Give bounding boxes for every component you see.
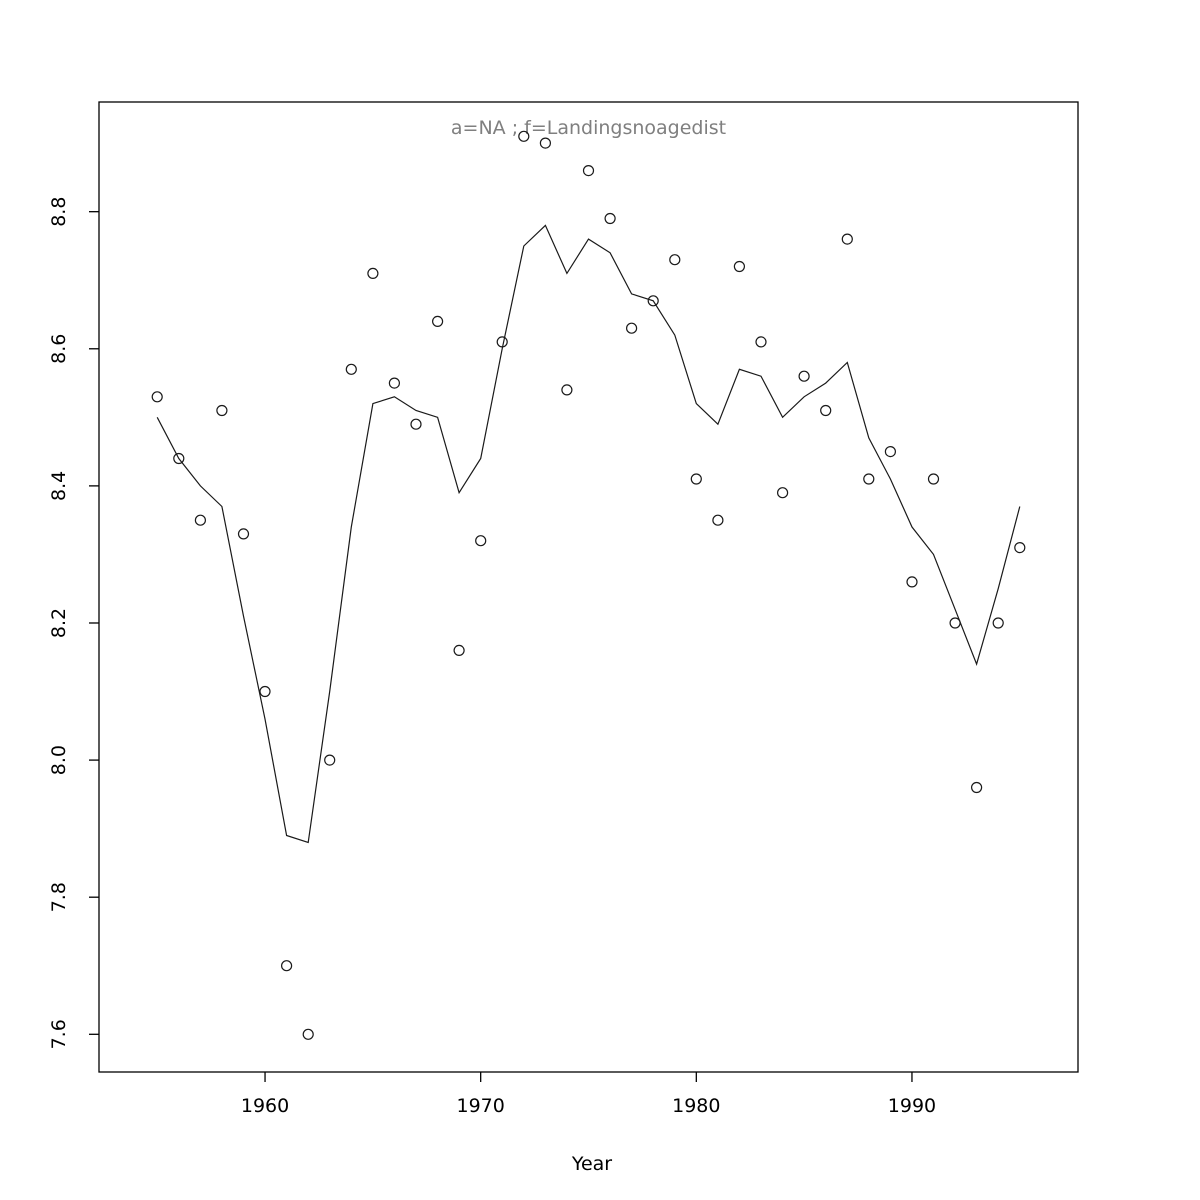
data-layer [151, 130, 1026, 1040]
data-point [367, 267, 379, 279]
data-point [151, 391, 163, 403]
data-point [733, 260, 746, 273]
data-point [475, 535, 487, 547]
plot-title: a=NA ; f=Landingsnoagedist [451, 117, 726, 139]
data-point [194, 514, 206, 526]
data-point [410, 418, 422, 430]
x-axis-label: Year [571, 1153, 612, 1175]
data-point [561, 384, 573, 396]
data-point [970, 781, 983, 794]
y-tick-label: 8.0 [48, 745, 70, 775]
axes-layer: 1960 1970 1980 1990 7.6 7.8 8.0 8.2 8.4 8.6 8.8 [48, 101, 1079, 1117]
data-point [906, 576, 918, 588]
data-point [712, 514, 724, 526]
data-point [259, 685, 271, 698]
y-tick-label: 8.4 [48, 471, 70, 501]
x-tick-label: 1990 [888, 1095, 936, 1117]
data-point [432, 315, 444, 327]
data-point [992, 617, 1004, 629]
y-tick-label: 8.2 [48, 608, 70, 638]
data-point [841, 233, 853, 245]
data-point [755, 336, 767, 348]
data-point [237, 528, 250, 540]
y-tick-label: 8.8 [48, 197, 70, 227]
data-point [604, 212, 616, 225]
data-point [582, 165, 595, 177]
data-point [669, 254, 681, 266]
data-point [927, 473, 940, 485]
data-point [496, 336, 508, 348]
x-tick-label: 1980 [672, 1095, 720, 1117]
fitted-line [156, 224, 1021, 844]
x-tick-label: 1970 [457, 1095, 505, 1117]
data-point [820, 404, 832, 417]
data-point [1014, 541, 1026, 554]
data-point [324, 754, 336, 766]
data-point [345, 363, 357, 375]
data-point [798, 370, 810, 382]
data-point [173, 452, 185, 465]
data-point [647, 295, 659, 307]
data-point [518, 130, 530, 142]
data-point [216, 404, 228, 417]
y-tick-label: 8.6 [48, 334, 70, 364]
y-tick-label: 7.8 [48, 882, 70, 912]
data-point [453, 644, 465, 657]
data-point [539, 137, 552, 149]
x-tick-label: 1960 [241, 1095, 289, 1117]
data-point [388, 377, 400, 389]
data-point [884, 446, 897, 458]
data-point [281, 960, 293, 972]
data-point [302, 1028, 314, 1040]
data-point [776, 487, 789, 499]
data-point [863, 473, 875, 485]
y-tick-label: 7.6 [48, 1019, 70, 1049]
data-point [625, 322, 638, 334]
plot-box [98, 101, 1079, 1073]
data-point [690, 473, 702, 485]
